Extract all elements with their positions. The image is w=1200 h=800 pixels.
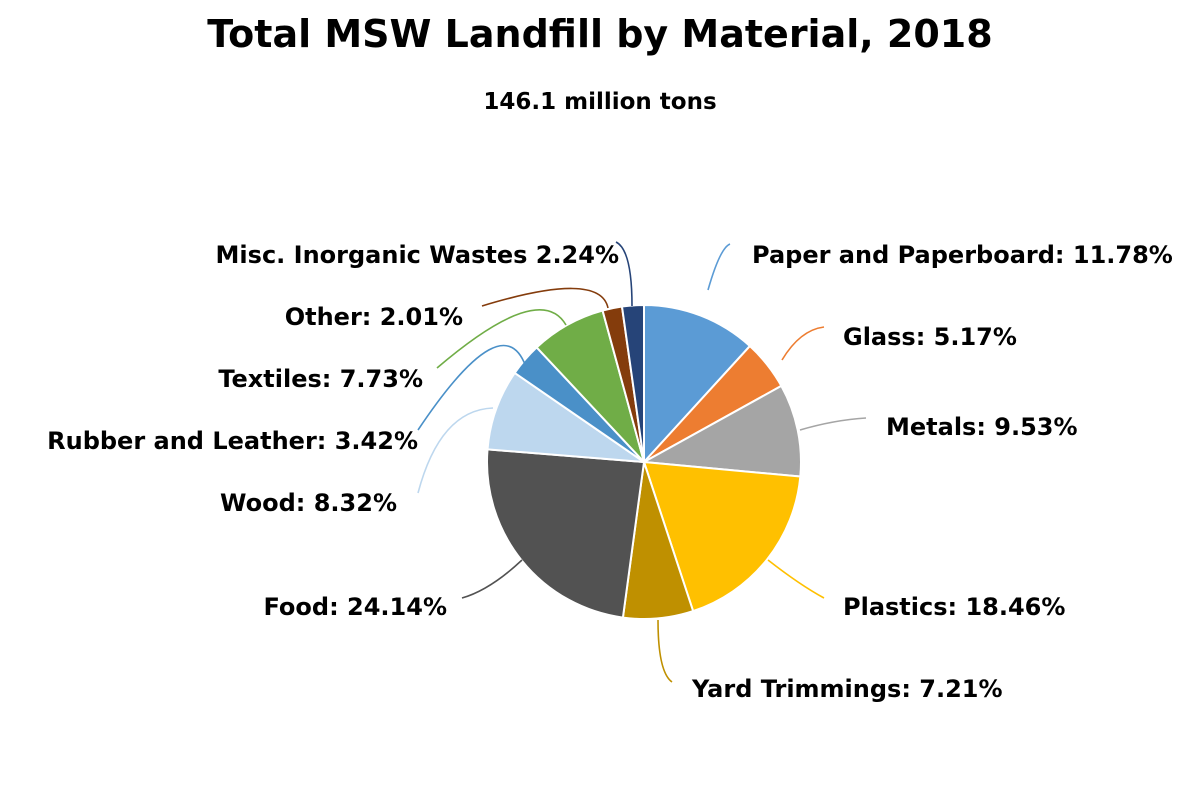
data-label-glass: Glass: 5.17% bbox=[843, 323, 1017, 351]
leader-line-yard-trimmings bbox=[657, 619, 673, 683]
pie-slices bbox=[486, 303, 802, 621]
pie-slice-misc-inorganic-wastes bbox=[620, 303, 645, 463]
data-label-rubber-and-leather: Rubber and Leather: 3.42% bbox=[47, 427, 418, 455]
leader-line-plastics bbox=[767, 559, 825, 599]
data-label-food: Food: 24.14% bbox=[264, 593, 448, 621]
chart-title: Total MSW Landfill by Material, 2018 bbox=[207, 12, 993, 56]
leader-line-glass bbox=[781, 326, 825, 361]
leader-line-misc-inorganic-wastes bbox=[615, 241, 633, 307]
pie-slice-paper-and-paperboard bbox=[643, 303, 752, 465]
data-label-yard-trimmings: Yard Trimmings: 7.21% bbox=[691, 675, 1003, 703]
leader-line-rubber-and-leather bbox=[417, 344, 528, 431]
pie-slice-food bbox=[486, 448, 646, 619]
data-label-other: Other: 2.01% bbox=[285, 303, 463, 331]
data-label-metals: Metals: 9.53% bbox=[886, 413, 1078, 441]
data-label-paper-and-paperboard: Paper and Paperboard: 11.78% bbox=[752, 241, 1173, 269]
leader-line-metals bbox=[799, 417, 867, 431]
data-label-plastics: Plastics: 18.46% bbox=[843, 593, 1065, 621]
data-label-wood: Wood: 8.32% bbox=[220, 489, 397, 517]
chart-subtitle: 146.1 million tons bbox=[483, 89, 717, 115]
leader-lines bbox=[417, 241, 867, 683]
data-label-textiles: Textiles: 7.73% bbox=[218, 365, 423, 393]
leader-line-paper-and-paperboard bbox=[707, 243, 731, 291]
data-label-misc-inorganic-wastes: Misc. Inorganic Wastes 2.24% bbox=[216, 241, 619, 269]
slice-labels: Paper and Paperboard: 11.78% Glass: 5.17%… bbox=[47, 241, 1173, 703]
pie-slice-metals bbox=[640, 384, 802, 478]
leader-line-other bbox=[481, 287, 609, 309]
leader-line-textiles bbox=[436, 309, 567, 369]
leader-line-food bbox=[461, 559, 523, 599]
pie-slice-plastics bbox=[642, 460, 802, 613]
leader-line-wood bbox=[417, 407, 494, 494]
